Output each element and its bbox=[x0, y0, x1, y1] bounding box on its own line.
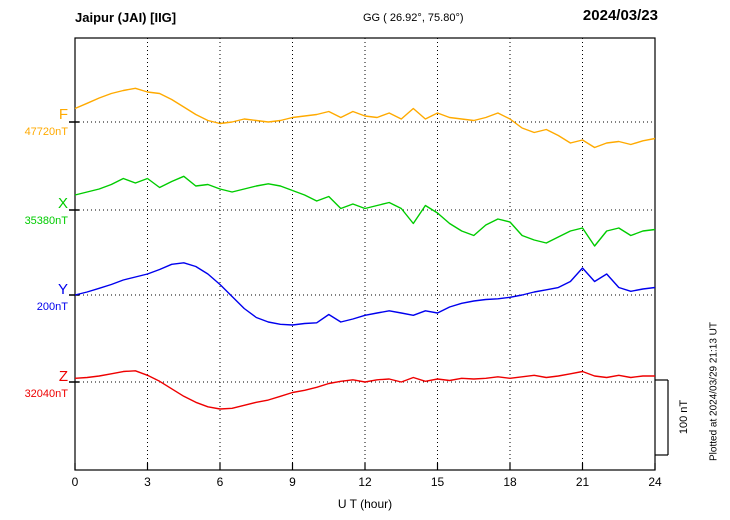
x-tick-18: 18 bbox=[503, 475, 517, 489]
x-tick-3: 3 bbox=[144, 475, 151, 489]
x-tick-0: 0 bbox=[71, 475, 79, 489]
station-title: Jaipur (JAI) [IIG] bbox=[75, 10, 177, 25]
series-label-Y: Y bbox=[57, 281, 68, 298]
series-baseline-X: 35380nT bbox=[24, 215, 68, 227]
series-baseline-Y: 200nT bbox=[36, 301, 68, 313]
series-label-Z: Z bbox=[58, 368, 68, 385]
scale-bar-label: 100 nT bbox=[678, 399, 690, 435]
plotted-at-note: Plotted at 2024/03/29 21:13 UT bbox=[708, 322, 720, 461]
x-axis-label: U T (hour) bbox=[337, 497, 393, 511]
series-label-X: X bbox=[57, 195, 68, 212]
x-tick-15: 15 bbox=[430, 475, 445, 489]
series-baseline-Z: 32040nT bbox=[24, 388, 68, 400]
series-baseline-F: 47720nT bbox=[24, 126, 68, 138]
x-tick-12: 12 bbox=[358, 475, 372, 489]
x-tick-6: 6 bbox=[216, 475, 224, 489]
geographic-coordinates: GG ( 26.92°, 75.80°) bbox=[363, 12, 464, 24]
plot-date: 2024/03/23 bbox=[582, 7, 658, 24]
x-tick-24: 24 bbox=[648, 475, 662, 489]
x-tick-21: 21 bbox=[575, 475, 590, 489]
x-tick-9: 9 bbox=[289, 475, 296, 489]
series-label-F: F bbox=[58, 106, 68, 123]
